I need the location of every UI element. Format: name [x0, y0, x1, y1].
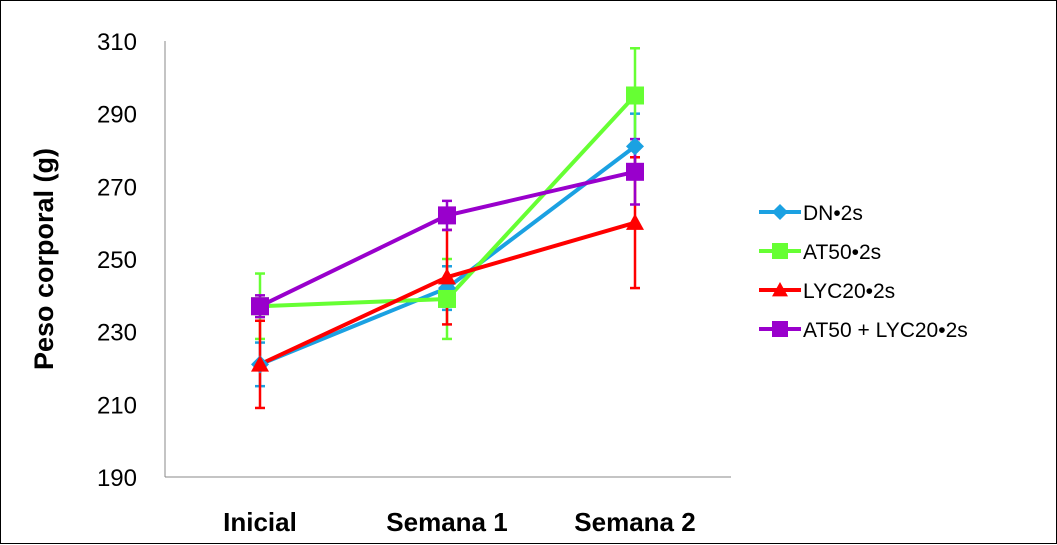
- error-bars: [255, 47, 640, 410]
- data-point: [251, 297, 269, 316]
- y-tick-label: 190: [97, 465, 137, 492]
- data-point: [626, 86, 644, 105]
- y-axis-title: Peso corporal (g): [29, 148, 59, 370]
- legend-label: LYC20•2s: [803, 280, 895, 303]
- x-tick-labels: Inicial Semana 1 Semana 2: [223, 507, 696, 537]
- data-point: [438, 289, 456, 308]
- x-tick-label: Inicial: [223, 507, 297, 537]
- data-point: [438, 268, 456, 285]
- legend-label: DN•2s: [803, 202, 863, 225]
- data-point: [251, 355, 269, 372]
- axes: [164, 41, 731, 478]
- data-point: [626, 137, 644, 156]
- data-point: [438, 206, 456, 225]
- y-tick-labels: 190 210 230 250 270 290 310: [97, 29, 137, 492]
- legend: DN•2s AT50•2s LYC20•2s AT50 + LYC20•2s: [759, 202, 968, 342]
- y-tick-label: 290: [97, 102, 137, 129]
- legend-marker: [772, 243, 788, 259]
- y-tick-label: 270: [97, 174, 137, 201]
- y-tick-label: 210: [97, 392, 137, 419]
- x-tick-label: Semana 1: [386, 507, 507, 537]
- legend-marker: [772, 321, 788, 337]
- data-point: [626, 213, 644, 230]
- x-tick-label: Semana 2: [574, 507, 695, 537]
- legend-marker: [772, 204, 788, 220]
- legend-marker: [772, 282, 788, 297]
- data-point: [626, 162, 644, 181]
- legend-label: AT50 + LYC20•2s: [803, 319, 968, 342]
- series-markers: [251, 86, 644, 374]
- y-tick-label: 250: [97, 247, 137, 274]
- y-tick-label: 310: [97, 29, 137, 56]
- y-tick-label: 230: [97, 320, 137, 347]
- legend-label: AT50•2s: [803, 241, 881, 264]
